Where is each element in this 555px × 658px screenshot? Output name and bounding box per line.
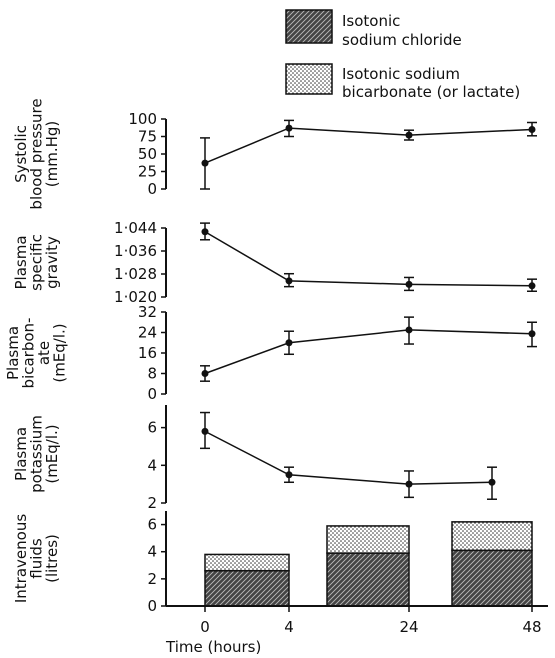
y-tick-label: 2 bbox=[147, 494, 157, 512]
y-axis-label: Plasmabicarbon-ate(mEq/l.) bbox=[4, 318, 69, 389]
data-point bbox=[405, 280, 413, 288]
y-tick-label: 50 bbox=[138, 145, 157, 163]
y-tick-label: 75 bbox=[138, 128, 157, 146]
y-axis-label-line: potassium bbox=[28, 415, 46, 493]
y-axis-label-line: Plasma bbox=[12, 427, 30, 481]
y-axis-label: Intravenousfluids(litres) bbox=[12, 514, 61, 603]
legend-item-sodium-bicarbonate: Isotonic sodium bicarbonate (or lactate) bbox=[285, 63, 520, 101]
y-axis-label-line: (litres) bbox=[43, 534, 61, 583]
y-axis-label-line: (mEq/l.) bbox=[51, 323, 69, 382]
legend-label-line: Isotonic sodium bbox=[342, 65, 460, 83]
y-tick-label: 0 bbox=[147, 180, 157, 198]
data-point bbox=[405, 326, 413, 334]
y-axis-label-line: Systolic bbox=[12, 125, 30, 183]
bar-segment-dots bbox=[204, 553, 290, 572]
y-axis-label-line: (mEq/l.) bbox=[43, 424, 61, 483]
panel-3: 0 8 16 24 32 Plasmabicarbon-ate(mEq/l.) bbox=[4, 303, 537, 403]
panel-2: 1·020 1·028 1·036 1·044 Plasmaspecificgravit… bbox=[12, 219, 537, 306]
y-tick-label: 1·036 bbox=[114, 242, 157, 260]
legend-label-line: bicarbonate (or lactate) bbox=[342, 83, 520, 101]
y-tick-label: 0 bbox=[147, 385, 157, 403]
data-point bbox=[285, 124, 293, 132]
y-axis-label: Plasmaspecificgravity bbox=[12, 234, 61, 291]
legend-label-line: Isotonic bbox=[342, 12, 400, 30]
data-point bbox=[405, 131, 413, 139]
x-tick-label: 48 bbox=[522, 618, 541, 636]
series-line bbox=[204, 231, 533, 287]
y-tick-label: 2 bbox=[147, 570, 157, 588]
bar-segment-dots bbox=[451, 521, 533, 552]
legend: Isotonic sodium chloride Isotonic sodium… bbox=[285, 9, 520, 101]
y-tick-label: 8 bbox=[147, 365, 157, 383]
y-tick-label: 24 bbox=[138, 324, 157, 342]
series-line bbox=[204, 430, 493, 485]
y-tick-label: 25 bbox=[138, 163, 157, 181]
y-axis-label: Plasmapotassium(mEq/l.) bbox=[12, 415, 61, 493]
bar-segment-hatch bbox=[204, 569, 290, 607]
y-tick-label: 6 bbox=[147, 516, 157, 534]
data-point bbox=[528, 126, 536, 133]
y-tick-label: 1·028 bbox=[114, 265, 157, 283]
y-tick-label: 6 bbox=[147, 419, 157, 437]
data-point bbox=[285, 277, 293, 285]
series-line bbox=[204, 329, 533, 375]
x-tick-label: 0 bbox=[200, 618, 210, 636]
data-point bbox=[528, 330, 536, 338]
x-tick-label: 4 bbox=[284, 618, 294, 636]
data-point bbox=[488, 478, 496, 486]
legend-item-sodium-chloride: Isotonic sodium chloride bbox=[285, 9, 462, 49]
data-point bbox=[201, 159, 209, 167]
data-point bbox=[285, 339, 293, 347]
y-axis-label-line: blood pressure bbox=[28, 98, 46, 209]
y-axis-label-line: fluids bbox=[28, 538, 46, 579]
y-axis-label-line: specific bbox=[28, 234, 46, 291]
y-tick-label: 100 bbox=[128, 110, 157, 128]
x-axis: Time (hours) 0 4 24 48 bbox=[165, 605, 548, 656]
bar-segment-hatch bbox=[326, 552, 410, 607]
y-tick-label: 4 bbox=[147, 543, 157, 561]
panel-5: 0 2 4 6 Intravenousfluids(litres) bbox=[12, 511, 533, 615]
y-axis-label-line: gravity bbox=[43, 236, 61, 289]
legend-swatch-hatch bbox=[285, 9, 333, 44]
y-tick-label: 4 bbox=[147, 456, 157, 474]
bar-segment-hatch bbox=[451, 549, 533, 607]
y-axis-label-line: (mm.Hg) bbox=[43, 121, 61, 188]
y-tick-label: 16 bbox=[138, 344, 157, 362]
x-axis-label: Time (hours) bbox=[165, 638, 261, 656]
y-axis-label-line: Plasma bbox=[4, 326, 22, 380]
y-axis-label-line: Plasma bbox=[12, 235, 30, 289]
y-axis-label-line: Intravenous bbox=[12, 514, 30, 603]
x-tick-label: 24 bbox=[399, 618, 418, 636]
bar-segment-dots bbox=[326, 525, 410, 554]
data-point bbox=[405, 480, 413, 488]
data-point bbox=[201, 228, 209, 236]
legend-label-line: sodium chloride bbox=[342, 31, 462, 49]
data-point bbox=[528, 282, 536, 290]
data-point bbox=[285, 471, 293, 479]
y-axis-label-line: ate bbox=[35, 341, 53, 365]
y-axis-label-line: bicarbon- bbox=[20, 318, 38, 389]
legend-swatch-dots bbox=[285, 63, 333, 95]
y-tick-label: 32 bbox=[138, 303, 157, 321]
y-tick-label: 1·020 bbox=[114, 288, 157, 306]
data-point bbox=[201, 370, 209, 377]
series-line bbox=[204, 127, 533, 164]
y-axis-label: Systolicblood pressure(mm.Hg) bbox=[12, 98, 61, 209]
y-tick-label: 1·044 bbox=[114, 219, 157, 237]
data-point bbox=[201, 427, 209, 435]
panel-4: 2 4 6 Plasmapotassium(mEq/l.) bbox=[12, 405, 497, 512]
y-tick-label: 0 bbox=[147, 597, 157, 615]
